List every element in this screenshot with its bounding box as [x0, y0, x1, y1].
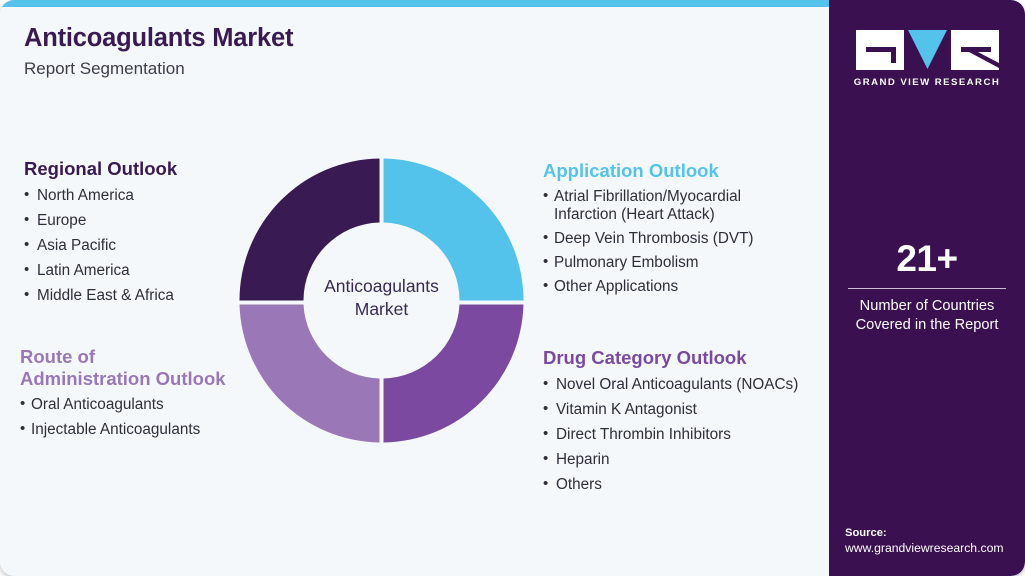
top-accent-bar — [0, 0, 829, 7]
list-item: Novel Oral Anticoagulants (NOACs) — [543, 375, 805, 394]
donut-chart: Anticoagulants Market — [238, 157, 525, 444]
section-regional-outlook: Regional Outlook North America Europe As… — [24, 158, 249, 305]
section-application-outlook: Application Outlook Atrial Fibrillation/… — [543, 160, 805, 296]
section-heading-regional: Regional Outlook — [24, 158, 178, 179]
stat-divider — [848, 288, 1006, 289]
section-heading-application: Application Outlook — [543, 160, 719, 181]
list-item: North America — [24, 186, 249, 205]
list-drug-category-outlook: Novel Oral Anticoagulants (NOACs) Vitami… — [543, 375, 805, 494]
list-route-of-administration: Oral Anticoagulants Injectable Anticoagu… — [20, 395, 252, 439]
source-url[interactable]: www.grandviewresearch.com — [845, 541, 1004, 556]
source-footer: Source: www.grandviewresearch.com — [845, 526, 1025, 557]
list-item: Middle East & Africa — [24, 286, 249, 305]
list-item: Atrial Fibrillation/Myocardial Infarctio… — [543, 187, 805, 224]
list-item: Heparin — [543, 450, 805, 469]
list-item: Direct Thrombin Inhibitors — [543, 425, 805, 444]
list-item: Other Applications — [543, 277, 805, 296]
list-item: Injectable Anticoagulants — [20, 420, 252, 439]
section-heading-route: Route of Administration Outlook — [20, 346, 252, 389]
gvr-logo-icon — [855, 30, 999, 70]
section-heading-route-line1: Route of — [20, 346, 96, 367]
list-item: Vitamin K Antagonist — [543, 400, 805, 419]
donut-segment-route-of-administration — [239, 304, 380, 443]
section-route-of-administration-outlook: Route of Administration Outlook Oral Ant… — [20, 346, 252, 439]
section-heading-drug-category: Drug Category Outlook — [543, 347, 747, 368]
donut-segment-drug-category — [383, 304, 524, 443]
page-subtitle: Report Segmentation — [24, 59, 185, 79]
list-item: Deep Vein Thrombosis (DVT) — [543, 229, 805, 248]
list-item: Pulmonary Embolism — [543, 253, 805, 272]
brand-wordmark: GRAND VIEW RESEARCH — [853, 77, 1001, 88]
donut-segment-regional — [239, 158, 380, 301]
page-title: Anticoagulants Market — [24, 24, 294, 52]
list-regional-outlook: North America Europe Asia Pacific Latin … — [24, 186, 249, 305]
side-panel: GRAND VIEW RESEARCH 21+ Number of Countr… — [829, 0, 1025, 576]
list-application-outlook: Atrial Fibrillation/Myocardial Infarctio… — [543, 187, 805, 296]
source-label: Source: — [845, 526, 887, 539]
list-item: Europe — [24, 211, 249, 230]
header: Anticoagulants Market Report Segmentatio… — [24, 24, 624, 80]
section-drug-category-outlook: Drug Category Outlook Novel Oral Anticoa… — [543, 347, 805, 494]
section-heading-route-line2: Administration Outlook — [20, 367, 226, 389]
stat-label-line2: Covered in the Report — [855, 316, 999, 333]
list-item: Asia Pacific — [24, 236, 249, 255]
brand-logo: GRAND VIEW RESEARCH — [829, 30, 1025, 88]
donut-chart-svg — [239, 158, 524, 443]
stat-countries: 21+ Number of Countries Covered in the R… — [829, 240, 1025, 334]
list-item: Latin America — [24, 261, 249, 280]
stat-label: Number of Countries Covered in the Repor… — [829, 297, 1025, 334]
list-item: Others — [543, 475, 805, 494]
stat-value: 21+ — [896, 238, 958, 279]
stat-label-line1: Number of Countries — [859, 298, 995, 314]
donut-segment-application — [383, 158, 524, 301]
list-item: Oral Anticoagulants — [20, 395, 252, 414]
